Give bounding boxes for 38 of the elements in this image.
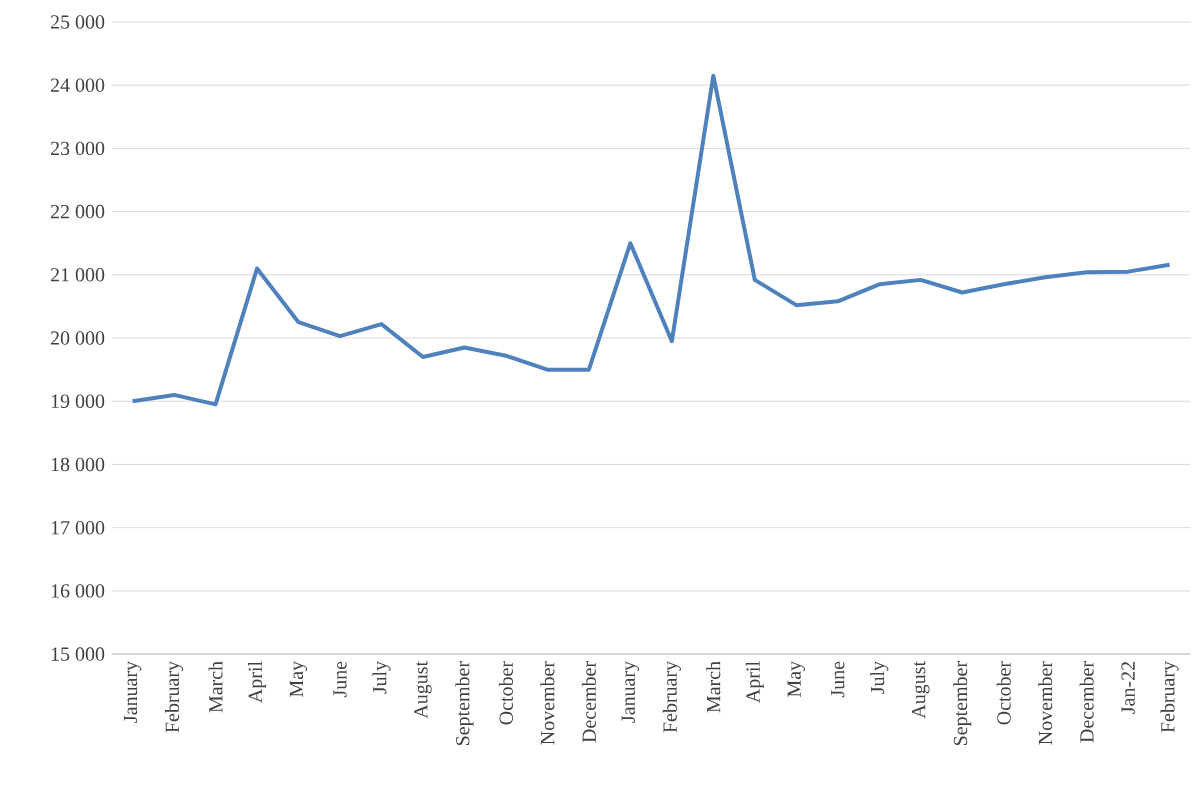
x-tick-label: July <box>870 661 889 694</box>
x-tick-label: October <box>996 661 1011 725</box>
x-tick-label: September <box>953 661 972 746</box>
x-tick-label: July <box>372 661 391 694</box>
y-tick-label: 15 000 <box>51 647 105 661</box>
y-tick-label: 16 000 <box>51 584 105 598</box>
x-tick-label: March <box>706 661 721 713</box>
x-tick-label: May <box>787 661 805 698</box>
x-tick-label: September <box>455 661 474 746</box>
x-tick-label: August <box>911 661 930 719</box>
x-tick-label: February <box>164 661 184 733</box>
x-tick-label: November <box>1038 661 1053 745</box>
x-tick-label: April <box>745 661 764 703</box>
x-tick-label: February <box>1160 661 1179 733</box>
x-tick-label: August <box>414 661 432 719</box>
y-tick-label: 19 000 <box>51 394 105 409</box>
y-tick-label: 18 000 <box>51 457 105 472</box>
y-tick-label: 20 000 <box>50 331 105 345</box>
x-tick-label: Jan-22 <box>1121 662 1135 714</box>
y-tick-label: 25 000 <box>50 15 105 29</box>
y-tick-label: 21 000 <box>50 268 105 282</box>
x-tick-label: January <box>123 661 142 723</box>
x-tick-label: December <box>1079 661 1094 743</box>
x-tick-label: January <box>621 661 640 723</box>
x-tick-label: May <box>289 661 308 698</box>
x-tick-label: February <box>662 661 681 733</box>
x-tick-label: October <box>498 661 513 725</box>
y-tick-label: 24 000 <box>50 78 105 92</box>
y-tick-label: 23 000 <box>50 141 105 156</box>
x-tick-label: December <box>581 661 596 743</box>
x-tick-label: March <box>208 661 223 713</box>
x-tick-label: April <box>247 661 267 703</box>
y-tick-label: 22 000 <box>50 204 105 219</box>
x-tick-label: June <box>831 661 845 698</box>
y-tick-label: 17 000 <box>51 520 105 535</box>
x-tick-label: June <box>333 661 347 698</box>
line-series <box>130 73 1172 407</box>
x-tick-label: November <box>540 661 555 745</box>
